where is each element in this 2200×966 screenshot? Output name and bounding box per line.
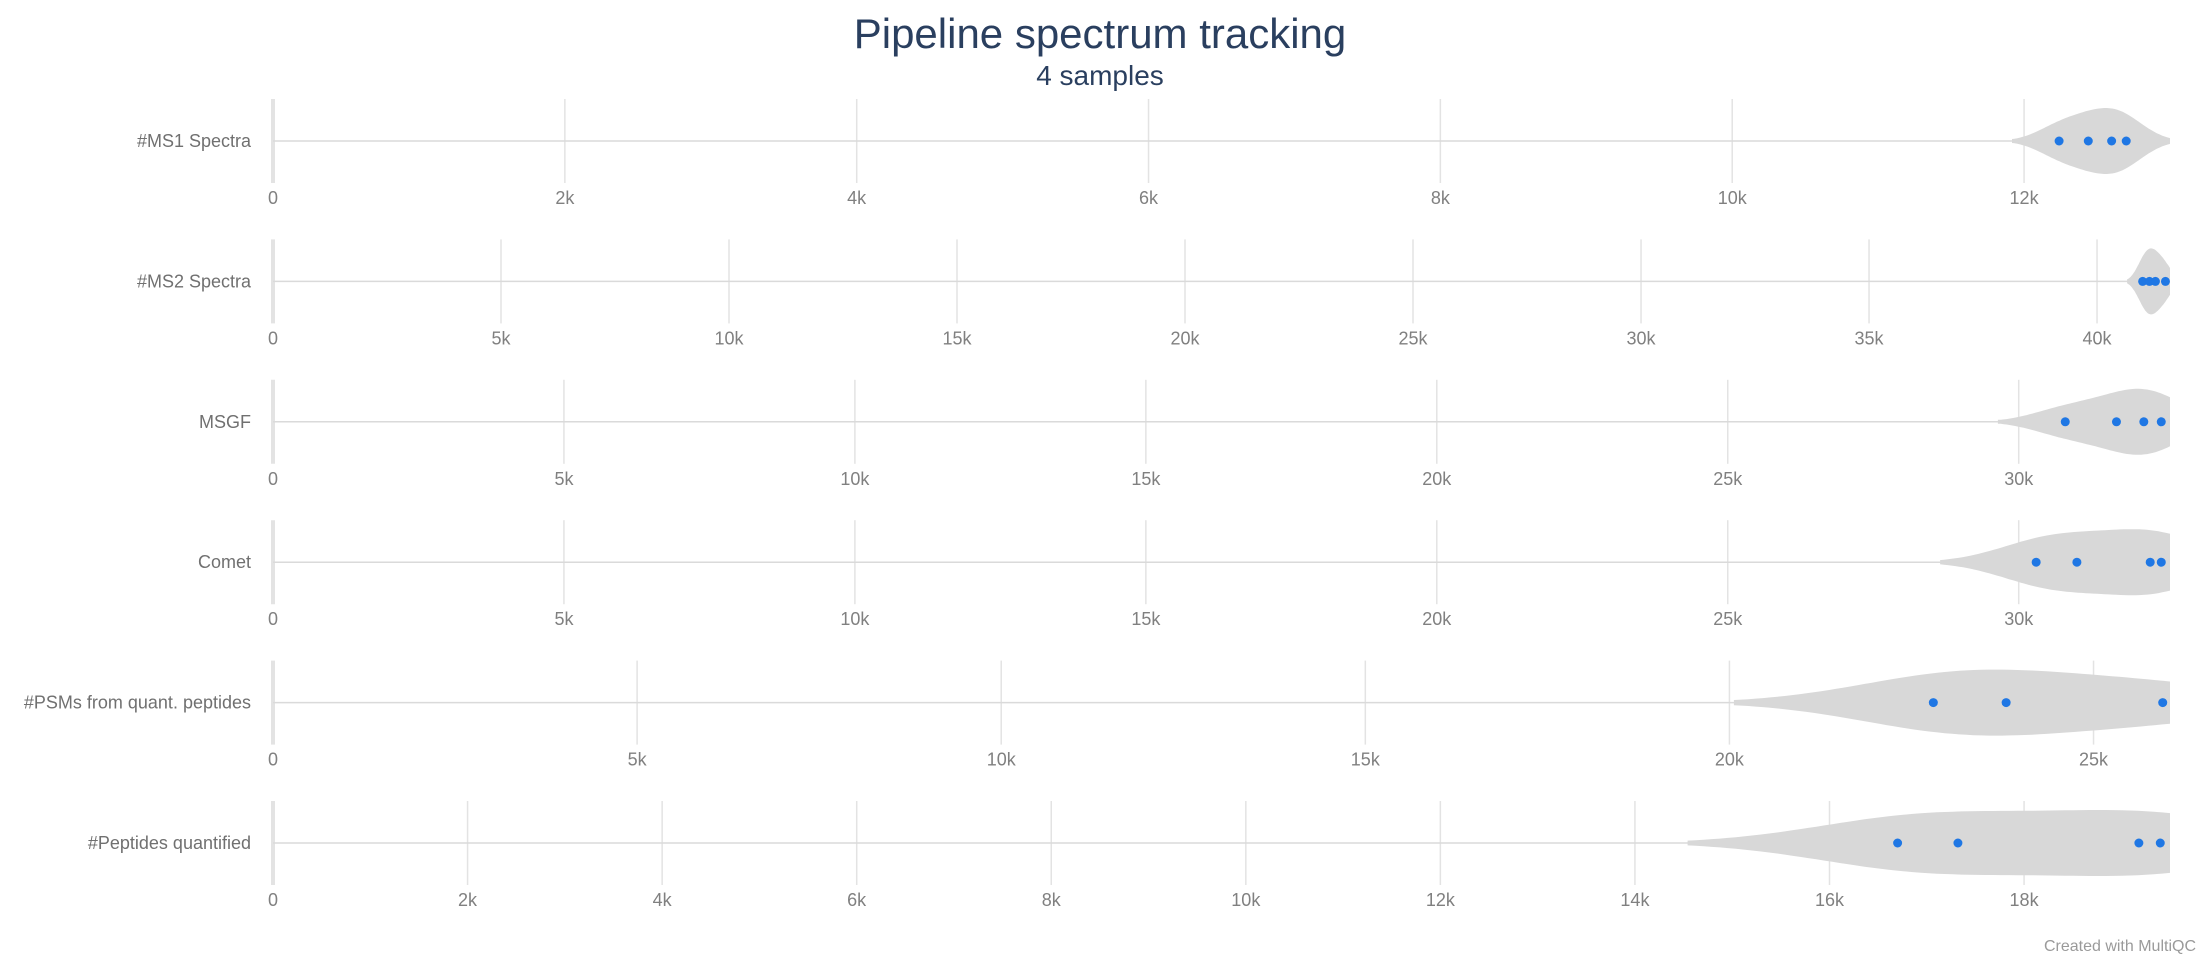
tick-label: 5k bbox=[554, 469, 574, 489]
sample-point bbox=[2139, 417, 2149, 427]
sample-point bbox=[2111, 417, 2121, 427]
sample-point bbox=[1953, 838, 1963, 848]
tick-label: 25k bbox=[1713, 469, 1743, 489]
tick-label: 25k bbox=[1713, 609, 1743, 629]
tick-label: 40k bbox=[2083, 328, 2113, 348]
tick-label: 10k bbox=[1231, 890, 1261, 910]
sample-point bbox=[2145, 557, 2155, 567]
sample-point bbox=[2001, 698, 2011, 708]
tick-label: 16k bbox=[1815, 890, 1845, 910]
tick-label: 15k bbox=[942, 328, 972, 348]
tick-label: 30k bbox=[2004, 609, 2034, 629]
tick-label: 0 bbox=[268, 750, 278, 770]
tick-label: 0 bbox=[268, 890, 278, 910]
tick-label: 30k bbox=[1627, 328, 1657, 348]
row-label: Comet bbox=[198, 552, 251, 572]
sample-point bbox=[2083, 136, 2093, 146]
tick-label: 5k bbox=[554, 609, 574, 629]
tick-label: 10k bbox=[840, 609, 870, 629]
sample-point bbox=[2156, 557, 2166, 567]
violin-shape bbox=[1687, 810, 2170, 876]
violin-row: 0 5k 10k 15k 20k 25k #PSMs from quant. peptide… bbox=[24, 660, 2170, 770]
tick-label: 0 bbox=[268, 188, 278, 208]
tick-label: 2k bbox=[458, 890, 478, 910]
tick-label: 14k bbox=[1620, 890, 1650, 910]
tick-label: 6k bbox=[1139, 188, 1159, 208]
chart-rows: 0 2k 4k 6k 8k 10k 12k #MS1 Spectra 0 5k 10k 15k 20k 2… bbox=[24, 99, 2170, 910]
tick-label: 20k bbox=[1422, 609, 1452, 629]
violin-row: 0 5k 10k 15k 20k 25k 30k MSGF bbox=[199, 379, 2170, 489]
tick-label: 10k bbox=[714, 328, 744, 348]
sample-point bbox=[1893, 838, 1903, 848]
tick-label: 8k bbox=[1042, 890, 1062, 910]
chart-subtitle: 4 samples bbox=[1036, 60, 1164, 91]
sample-point bbox=[2158, 698, 2168, 708]
violin-shape bbox=[1733, 669, 2170, 736]
tick-label: 12k bbox=[2010, 188, 2040, 208]
created-with-credit: Created with MultiQC bbox=[2044, 938, 2196, 955]
sample-point bbox=[1928, 698, 1938, 708]
tick-label: 20k bbox=[1715, 750, 1745, 770]
tick-label: 4k bbox=[847, 188, 867, 208]
tick-label: 20k bbox=[1422, 469, 1452, 489]
tick-label: 2k bbox=[555, 188, 575, 208]
sample-point bbox=[2134, 838, 2144, 848]
tick-label: 25k bbox=[2079, 750, 2109, 770]
tick-label: 5k bbox=[628, 750, 648, 770]
row-label: #MS1 Spectra bbox=[137, 131, 252, 151]
violin-shape bbox=[1940, 529, 2170, 596]
tick-label: 25k bbox=[1399, 328, 1429, 348]
tick-label: 8k bbox=[1431, 188, 1451, 208]
chart-title: Pipeline spectrum tracking bbox=[854, 10, 1347, 57]
sample-point bbox=[2156, 417, 2166, 427]
tick-label: 12k bbox=[1426, 890, 1456, 910]
tick-label: 0 bbox=[268, 609, 278, 629]
tick-label: 15k bbox=[1131, 469, 1161, 489]
tick-label: 0 bbox=[268, 328, 278, 348]
row-label: #MS2 Spectra bbox=[137, 271, 252, 291]
sample-point bbox=[2054, 136, 2064, 146]
sample-point bbox=[2138, 276, 2148, 286]
violin-row: 0 5k 10k 15k 20k 25k 30k 35k 40k #MS2 Spectra bbox=[137, 239, 2170, 348]
tick-label: 15k bbox=[1351, 750, 1381, 770]
tick-label: 5k bbox=[491, 328, 511, 348]
tick-label: 4k bbox=[653, 890, 673, 910]
tick-label: 18k bbox=[2010, 890, 2040, 910]
tick-label: 10k bbox=[1718, 188, 1748, 208]
tick-label: 20k bbox=[1171, 328, 1201, 348]
violin-row: 0 5k 10k 15k 20k 25k 30k Comet bbox=[198, 520, 2170, 629]
sample-point bbox=[2072, 557, 2082, 567]
tick-label: 15k bbox=[1131, 609, 1161, 629]
row-label: #PSMs from quant. peptides bbox=[24, 693, 251, 713]
sample-point bbox=[2121, 136, 2131, 146]
sample-point bbox=[2060, 417, 2070, 427]
tick-label: 30k bbox=[2004, 469, 2034, 489]
violin-row: 0 2k 4k 6k 8k 10k 12k #MS1 Spectra bbox=[137, 99, 2170, 208]
violin-row: 0 2k 4k 6k 8k 10k 12k 14k 16k 18k #Peptides quanti… bbox=[88, 801, 2170, 910]
row-label: MSGF bbox=[199, 412, 251, 432]
sample-point bbox=[2155, 838, 2165, 848]
row-label: #Peptides quantified bbox=[88, 833, 251, 853]
sample-point bbox=[2107, 136, 2117, 146]
sample-point bbox=[2150, 276, 2160, 286]
tick-label: 6k bbox=[847, 890, 867, 910]
tick-label: 10k bbox=[987, 750, 1017, 770]
tick-label: 35k bbox=[1855, 328, 1885, 348]
tick-label: 10k bbox=[840, 469, 870, 489]
violin-shape bbox=[1997, 388, 2170, 455]
tick-label: 0 bbox=[268, 469, 278, 489]
sample-point bbox=[2160, 276, 2170, 286]
sample-point bbox=[2031, 557, 2041, 567]
